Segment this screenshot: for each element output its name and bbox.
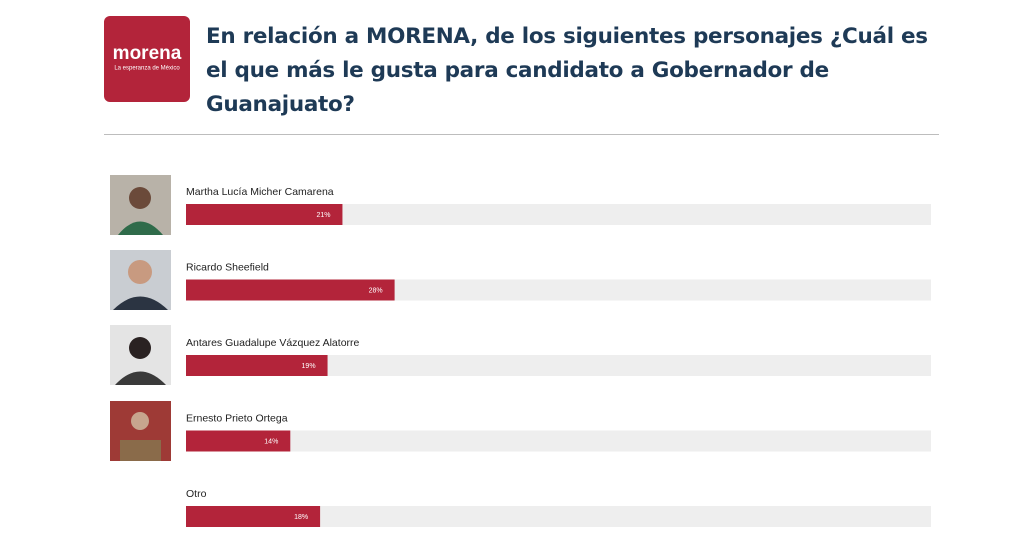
logo-subtext: La esperanza de México	[114, 66, 180, 72]
photo	[110, 325, 171, 385]
value-label: 19%	[302, 363, 316, 370]
value-label: 21%	[316, 212, 330, 219]
value-label: 28%	[369, 287, 383, 294]
bar	[186, 506, 321, 527]
photo	[110, 175, 171, 235]
logo-text: morena	[113, 43, 182, 64]
category-label: Ricardo Sheefield	[186, 261, 269, 273]
category-label: Antares Guadalupe Vázquez Alatorre	[186, 337, 360, 349]
category-label: Ernesto Prieto Ortega	[186, 412, 288, 424]
bar	[186, 430, 291, 452]
value-label: 18%	[294, 514, 308, 521]
value-label: 14%	[264, 438, 278, 445]
photo	[110, 401, 171, 461]
bar	[186, 355, 328, 376]
bar	[186, 279, 395, 301]
bar-track	[186, 355, 931, 376]
bar-track	[186, 204, 931, 225]
photos	[110, 175, 171, 461]
chart-title: En relación a MORENA, de los siguientes …	[206, 24, 928, 117]
bar	[186, 204, 343, 225]
category-label: Otro	[186, 488, 207, 500]
bar-track	[186, 430, 931, 452]
bar-track	[186, 506, 931, 527]
logo	[104, 16, 190, 102]
photo	[110, 250, 171, 310]
category-label: Martha Lucía Micher Camarena	[186, 186, 334, 198]
